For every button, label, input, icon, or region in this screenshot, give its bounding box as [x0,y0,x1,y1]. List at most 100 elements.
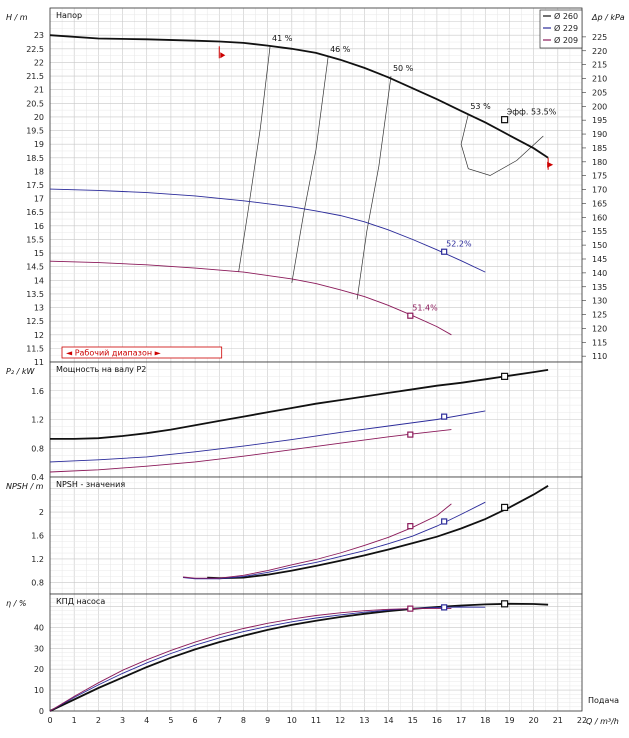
x-tick-label: 9 [265,716,270,725]
y-tick-label: 20.5 [26,99,44,108]
y-tick-label: 22.5 [26,45,44,54]
x-tick-label: 3 [120,716,125,725]
y-tick-label: 11 [34,358,44,367]
x-tick-label: 8 [241,716,246,725]
duty-point-label: 52.2% [446,240,472,249]
efficiency-curve-label: 53 % [470,102,491,111]
x-tick-label: 12 [335,716,345,725]
series-line [49,602,549,712]
y-tick-label: 16 [34,222,44,231]
efficiency-curve [356,76,392,300]
x-tick-label: 15 [408,716,418,725]
y-tick-label: 18 [34,167,44,176]
y-tick-label: 0.4 [31,473,44,482]
panel-3: NPSH - значения 0.8 1.2 1.6 2 NPSH / m [6,476,583,595]
x-axis-label: Q / m³/h [586,717,619,726]
efficiency-curve [238,46,271,273]
x-tick-label: 10 [287,716,297,725]
duty-point-marker [441,413,448,420]
x-tick-label: 14 [383,716,393,725]
efficiency-curve-label: 46 % [330,45,351,54]
y-tick-label: 21.5 [26,72,44,81]
y-tick-label: 40 [34,623,44,632]
y-tick-label: 18.5 [26,154,44,163]
y-tick-label: 22 [34,58,44,67]
y-right-tick-label: 205 [592,88,607,97]
duty-point-marker [407,312,414,319]
x-tick-label: 22 [577,716,587,725]
duty-point-marker [441,604,448,611]
y-tick-label: 30 [34,644,44,653]
operating-range-label: ◄ Рабочий диапазон ► [66,349,162,358]
x-tick-label: 5 [168,716,173,725]
x-tick-label: 13 [359,716,369,725]
y-tick-label: 17.5 [26,181,44,190]
x-tick-label: 17 [456,716,466,725]
y-tick-label: 1.6 [31,387,44,396]
panel-title: Мощность на валу P2 [56,365,146,374]
y-tick-label: 0.8 [31,578,44,587]
y-right-tick-label: 145 [592,255,607,264]
y-tick-label: 13 [34,304,44,313]
y-tick-label: 1.6 [31,532,44,541]
x-tick-label: 18 [480,716,490,725]
y-tick-label: 15.5 [26,235,44,244]
panel-title: КПД насоса [56,597,105,606]
y-axis-label: H / m [6,13,28,22]
legend-entry: Ø 229 [554,23,578,33]
y-right-tick-label: 165 [592,199,607,208]
y-tick-label: 17 [34,195,44,204]
y-right-tick-label: 125 [592,311,607,320]
series-line [207,485,549,580]
series-line [49,429,452,473]
x-tick-label: 21 [553,716,563,725]
x-tick-label: 1 [72,716,77,725]
y-tick-label: 10 [34,686,44,695]
y-right-tick-label: 150 [592,241,607,250]
y-right-tick-label: 115 [592,338,607,347]
x-tick-label: 4 [144,716,149,725]
efficiency-curve-label: 41 % [272,34,293,43]
y-tick-label: 11.5 [26,344,44,353]
duty-point-marker [501,600,509,608]
y-right-tick-label: 190 [592,130,607,139]
panel-border [49,593,583,712]
y-right-tick-label: 160 [592,213,607,222]
x-axis-caption: Подача [588,696,619,705]
y-right-tick-label: 130 [592,297,607,306]
efficiency-curve [291,56,329,284]
series-line [49,188,486,273]
y-right-tick-label: 170 [592,186,607,195]
y-tick-label: 12 [34,331,44,340]
y-right-tick-label: 215 [592,61,607,70]
duty-point-marker [407,431,414,438]
y-right-tick-label: 185 [592,144,607,153]
duty-point-label: 51.4% [412,304,438,313]
y-tick-label: 14.5 [26,263,44,272]
series-line [50,369,549,440]
y-axis-label: η / % [6,599,26,608]
duty-point-marker [441,518,448,525]
panel-1: Напор 11 11.5 12 12.5 13 13.5 14 14.5 15 15.5 16 16.… [6,7,625,367]
y-tick-label: 21 [34,86,44,95]
y-tick-label: 1.2 [31,416,44,425]
y-tick-label: 12.5 [26,317,44,326]
y-right-axis-label: Δp / kPa [591,13,625,22]
y-right-tick-label: 110 [592,352,607,361]
duty-point-marker [501,372,509,380]
y-right-tick-label: 220 [592,47,607,56]
y-axis-label: NPSH / m [6,482,44,491]
x-tick-label: 0 [47,716,52,725]
y-right-tick-label: 195 [592,116,607,125]
y-right-tick-label: 140 [592,269,607,278]
legend-entry: Ø 260 [554,11,578,21]
y-tick-label: 16.5 [26,208,44,217]
y-tick-label: 0.8 [31,444,44,453]
duty-point-marker [441,248,448,255]
operating-range-box [61,346,223,359]
y-tick-label: 20 [34,113,44,122]
panel-title: Напор [56,11,82,20]
series-line [49,607,452,712]
